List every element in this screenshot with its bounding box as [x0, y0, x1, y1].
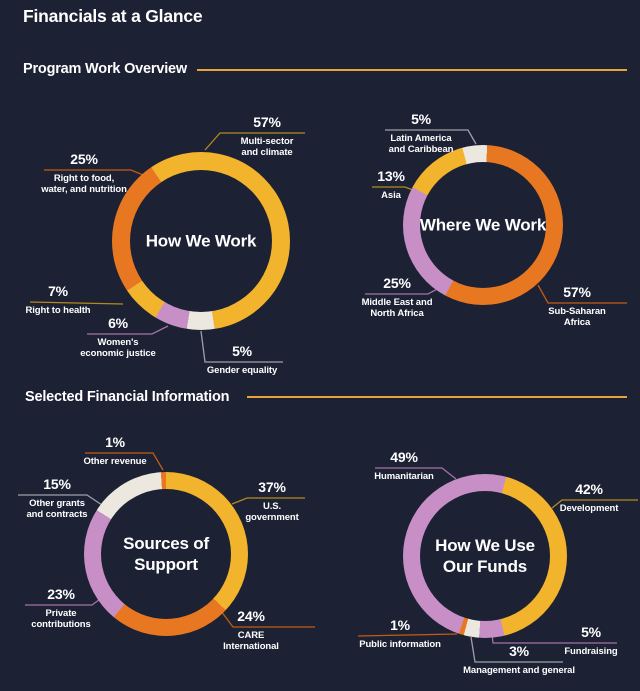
percent-value: 13%: [377, 168, 405, 184]
segment-name: Development: [559, 503, 619, 514]
segment-name: Latin America and Caribbean: [388, 133, 454, 155]
segment-name: Multi-sector and climate: [240, 136, 294, 158]
segment-name: Women's economic justice: [80, 337, 156, 359]
chart-center-label: How We Use Our Funds: [435, 536, 535, 576]
donut-hole: [420, 162, 546, 288]
segment-label-us-government: 37% U.S. government: [232, 479, 312, 524]
donut-hole: [420, 491, 550, 621]
segment-label-latin-america: 5% Latin America and Caribbean: [371, 111, 471, 156]
segment-label-middle-east: 25% Middle East and North Africa: [347, 275, 447, 320]
percent-value: 37%: [258, 479, 286, 495]
percent-value: 1%: [105, 434, 125, 450]
donut-chart-sources-of-support: Sources of Support: [84, 472, 248, 636]
segment-name: Management and general: [463, 665, 575, 676]
chart-center-label: Where We Work: [419, 215, 547, 235]
segment-label-management-general: 3% Management and general: [454, 643, 584, 677]
segment-label-sub-saharan-africa: 57% Sub-Saharan Africa: [527, 284, 627, 329]
segment-label-asia: 13% Asia: [341, 168, 441, 202]
percent-value: 5%: [232, 343, 252, 359]
section-title-program-work: Program Work Overview: [23, 61, 187, 77]
segment-name: Right to health: [25, 305, 91, 316]
donut-chart-how-we-work: How We Work: [112, 152, 290, 330]
segment-name: Gender equality: [206, 365, 278, 376]
percent-value: 25%: [70, 151, 98, 167]
percent-value: 5%: [581, 624, 601, 640]
chart-center-label: Sources of Support: [123, 534, 209, 574]
donut-hole: [130, 170, 272, 312]
segment-label-multi-sector: 57% Multi-sector and climate: [221, 114, 313, 159]
percent-value: 57%: [253, 114, 281, 130]
percent-value: 23%: [47, 586, 75, 602]
percent-value: 15%: [43, 476, 71, 492]
segment-name: CARE International: [223, 630, 279, 652]
percent-value: 1%: [390, 617, 410, 633]
donut-chart-how-we-use-funds: How We Use Our Funds: [403, 474, 567, 638]
segment-name: Sub-Saharan Africa: [548, 306, 606, 328]
chart-center-label: How We Work: [145, 231, 257, 251]
page-title: Financials at a Glance: [23, 6, 203, 26]
segment-name: Humanitarian: [374, 471, 434, 482]
percent-value: 6%: [108, 315, 128, 331]
segment-label-other-revenue: 1% Other revenue: [65, 434, 165, 468]
percent-value: 24%: [237, 608, 265, 624]
section-rule: [247, 396, 627, 398]
segment-name: Other grants and contracts: [26, 498, 88, 520]
percent-value: 7%: [48, 283, 68, 299]
donut-chart-where-we-work: Where We Work: [403, 145, 563, 305]
segment-name: U.S. government: [245, 501, 299, 523]
segment-label-right-to-food: 25% Right to food, water, and nutrition: [24, 151, 144, 196]
section-rule: [197, 69, 627, 71]
segment-label-fundraising: 5% Fundraising: [546, 624, 636, 658]
percent-value: 49%: [390, 449, 418, 465]
segment-name: Fundraising: [564, 646, 618, 657]
segment-name: Right to food, water, and nutrition: [41, 173, 127, 195]
segment-name: Asia: [381, 190, 401, 201]
segment-name: Middle East and North Africa: [361, 297, 433, 319]
segment-label-humanitarian: 49% Humanitarian: [354, 449, 454, 483]
percent-value: 57%: [563, 284, 591, 300]
percent-value: 42%: [575, 481, 603, 497]
segment-label-private-contributions: 23% Private contributions: [11, 586, 111, 631]
donut-hole: [101, 489, 231, 619]
segment-label-public-information: 1% Public information: [350, 617, 450, 651]
section-title-financial-info: Selected Financial Information: [25, 389, 230, 405]
segment-label-care-international: 24% CARE International: [211, 608, 291, 653]
segment-label-development: 42% Development: [544, 481, 634, 515]
segment-name: Other revenue: [83, 456, 147, 467]
percent-value: 3%: [509, 643, 529, 659]
segment-label-right-to-health: 7% Right to health: [8, 283, 108, 317]
percent-value: 5%: [411, 111, 431, 127]
segment-name: Public information: [359, 639, 441, 650]
segment-label-gender-equality: 5% Gender equality: [192, 343, 292, 377]
segment-label-other-grants: 15% Other grants and contracts: [7, 476, 107, 521]
percent-value: 25%: [383, 275, 411, 291]
segment-label-womens-economic-justice: 6% Women's economic justice: [68, 315, 168, 360]
segment-name: Private contributions: [31, 608, 91, 630]
